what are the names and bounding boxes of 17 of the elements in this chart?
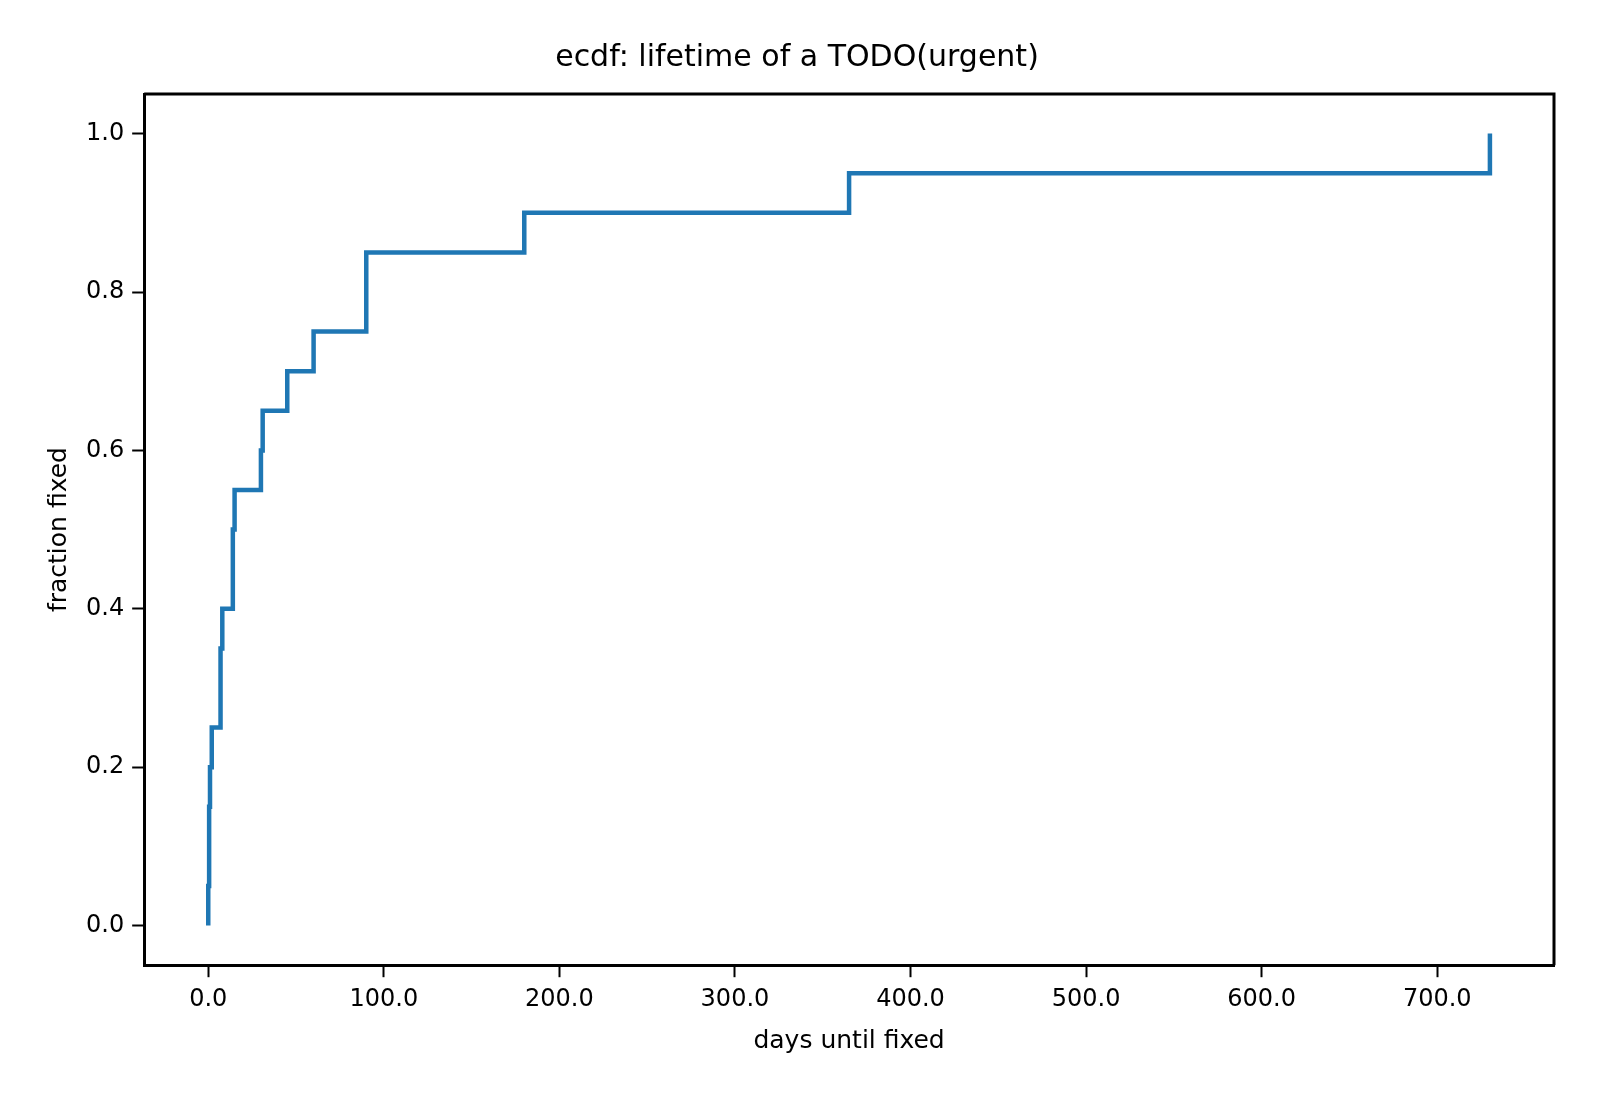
y-tick-label: 1.0: [86, 117, 125, 146]
y-tick-label: 0.2: [86, 751, 125, 780]
x-tick-label: 600.0: [1227, 983, 1297, 1012]
y-tick-label: 0.0: [86, 909, 125, 938]
x-tick-label: 0.0: [189, 983, 228, 1012]
x-tick-label: 300.0: [700, 983, 770, 1012]
chart-title: ecdf: lifetime of a TODO(urgent): [555, 37, 1039, 73]
x-tick-label: 100.0: [349, 983, 419, 1012]
x-axis-title: days until fixed: [753, 1024, 945, 1054]
y-axis-title: fraction fixed: [42, 447, 72, 613]
x-tick-label: 500.0: [1051, 983, 1121, 1012]
y-tick-label: 0.8: [86, 276, 125, 305]
x-tick-label: 400.0: [876, 983, 945, 1012]
y-tick-label: 0.6: [86, 434, 125, 463]
x-tick-label: 700.0: [1402, 983, 1472, 1012]
y-tick-label: 0.4: [86, 593, 125, 622]
x-tick-label: 200.0: [525, 983, 594, 1012]
